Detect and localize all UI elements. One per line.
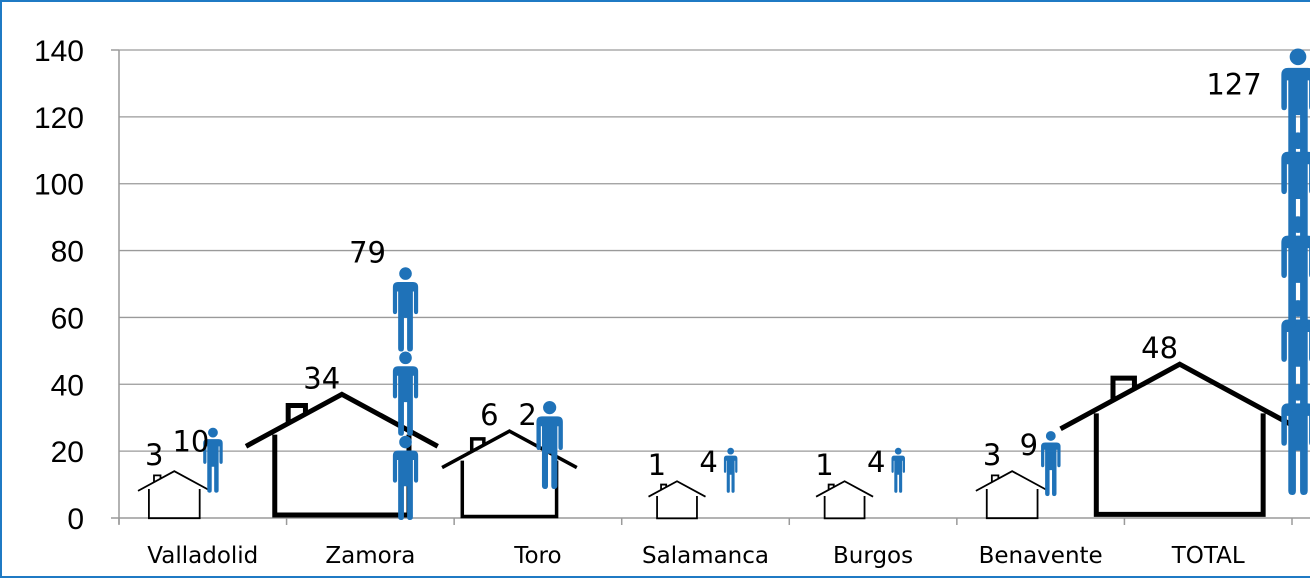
person-icon xyxy=(1281,216,1310,328)
person-icon xyxy=(392,267,419,352)
person-icon xyxy=(1041,431,1061,497)
house-value-label: 1 xyxy=(648,448,666,482)
house-icon xyxy=(975,470,1049,520)
y-tick-label: 60 xyxy=(51,302,84,335)
chart-marks xyxy=(137,48,1310,520)
person-icon xyxy=(1281,48,1310,160)
person-icon xyxy=(1281,132,1310,244)
y-tick-label: 140 xyxy=(34,35,84,68)
x-category-label: Toro xyxy=(513,543,561,569)
x-category-label: Salamanca xyxy=(642,543,769,569)
person-value-label: 2 xyxy=(518,398,536,432)
x-category-label: Benavente xyxy=(979,543,1103,569)
person-value-label: 10 xyxy=(172,425,209,459)
axes xyxy=(111,49,1310,525)
x-category-label: Burgos xyxy=(833,543,913,569)
house-value-label: 34 xyxy=(303,361,340,395)
person-icon xyxy=(392,435,419,520)
y-tick-label: 80 xyxy=(51,236,84,269)
house-value-label: 48 xyxy=(1141,331,1178,365)
house-icon xyxy=(648,480,706,520)
house-value-label: 1 xyxy=(815,448,833,482)
person-icon xyxy=(891,447,905,493)
y-tick-label: 100 xyxy=(34,169,84,202)
person-icon xyxy=(536,401,563,489)
house-icon xyxy=(815,480,874,520)
x-category-labels: Valladolid Zamora Toro Salamanca Burgos Benav… xyxy=(147,543,1245,569)
house-icon xyxy=(1059,361,1301,517)
person-value-label: 4 xyxy=(699,445,717,479)
house-value-label: 3 xyxy=(145,438,163,472)
house-icon xyxy=(137,470,211,520)
x-category-label: TOTAL xyxy=(1171,543,1245,569)
person-value-label: 4 xyxy=(867,445,885,479)
y-tick-label: 120 xyxy=(34,102,84,135)
person-icon xyxy=(392,351,419,436)
y-tick-label: 20 xyxy=(51,436,84,469)
x-category-label: Valladolid xyxy=(147,543,258,569)
gridlines xyxy=(119,49,1310,452)
y-tick-label: 40 xyxy=(51,369,84,402)
y-tick-label: 0 xyxy=(67,503,84,536)
house-value-label: 6 xyxy=(480,398,498,432)
y-tick-labels: 0 20 40 60 80 100 120 140 xyxy=(34,35,84,536)
person-value-label: 79 xyxy=(349,235,386,269)
person-icon xyxy=(1281,300,1310,412)
x-category-label: Zamora xyxy=(325,543,415,569)
person-icon xyxy=(723,447,738,493)
person-icon xyxy=(203,427,223,493)
person-icon xyxy=(1281,383,1310,495)
person-value-label: 127 xyxy=(1206,67,1261,101)
house-value-label: 3 xyxy=(983,438,1001,472)
person-value-label: 9 xyxy=(1020,428,1038,462)
